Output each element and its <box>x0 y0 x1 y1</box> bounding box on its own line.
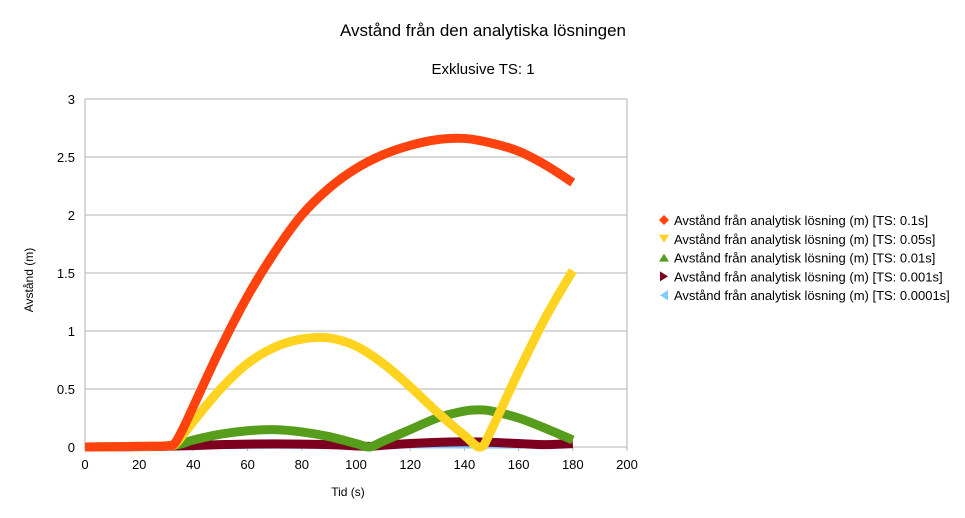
legend-item-2: Avstånd från analytisk lösning (m) [TS: … <box>659 251 935 266</box>
y-tick-labels: 0 0.5 1 1.5 2 2.5 3 <box>57 92 75 455</box>
legend-label: Avstånd från analytisk lösning (m) [TS: … <box>674 288 950 303</box>
x-axis-label: Tid (s) <box>331 485 365 499</box>
y-tick-label: 2.5 <box>57 150 75 165</box>
axes <box>84 99 628 451</box>
legend: Avstånd från analytisk lösning (m) [TS: … <box>659 213 950 303</box>
legend-marker-3 <box>660 271 668 282</box>
y-tick-label: 1.5 <box>57 266 75 281</box>
chart-title: Avstånd från den analytiska lösningen <box>340 21 626 40</box>
x-tick-label: 20 <box>132 457 146 472</box>
y-tick-label: 0.5 <box>57 382 75 397</box>
x-tick-label: 0 <box>81 457 88 472</box>
x-tick-label: 100 <box>345 457 367 472</box>
chart-subtitle: Exklusive TS: 1 <box>431 61 534 78</box>
legend-item-4: Avstånd från analytisk lösning (m) [TS: … <box>660 288 950 303</box>
x-tick-label: 160 <box>508 457 530 472</box>
x-tick-label: 40 <box>186 457 200 472</box>
series-line-1 <box>84 268 577 452</box>
gridlines <box>85 98 627 448</box>
legend-marker-1 <box>659 234 669 243</box>
legend-marker-0 <box>659 215 669 225</box>
legend-label: Avstånd från analytisk lösning (m) [TS: … <box>674 269 943 284</box>
y-axis-label: Avstånd (m) <box>22 248 36 312</box>
x-tick-label: 180 <box>562 457 584 472</box>
legend-marker-2 <box>659 253 669 262</box>
x-tick-label: 200 <box>616 457 638 472</box>
legend-marker-4 <box>660 290 668 301</box>
y-tick-label: 3 <box>68 92 75 107</box>
legend-item-3: Avstånd från analytisk lösning (m) [TS: … <box>660 269 943 284</box>
legend-label: Avstånd från analytisk lösning (m) [TS: … <box>674 213 928 228</box>
x-tick-labels: 0 20 40 60 80 100 120 140 160 180 200 <box>81 457 637 472</box>
legend-item-0: Avstånd från analytisk lösning (m) [TS: … <box>659 213 928 228</box>
y-tick-label: 2 <box>68 208 75 223</box>
y-tick-label: 1 <box>68 324 75 339</box>
legend-label: Avstånd från analytisk lösning (m) [TS: … <box>674 251 935 266</box>
legend-item-1: Avstånd från analytisk lösning (m) [TS: … <box>659 232 935 247</box>
y-tick-label: 0 <box>68 440 75 455</box>
x-tick-label: 80 <box>295 457 309 472</box>
legend-label: Avstånd från analytisk lösning (m) [TS: … <box>674 232 935 247</box>
series-line-0 <box>84 133 576 452</box>
x-tick-label: 60 <box>240 457 254 472</box>
x-tick-label: 120 <box>399 457 421 472</box>
x-tick-label: 140 <box>454 457 476 472</box>
series-lines <box>84 133 577 452</box>
